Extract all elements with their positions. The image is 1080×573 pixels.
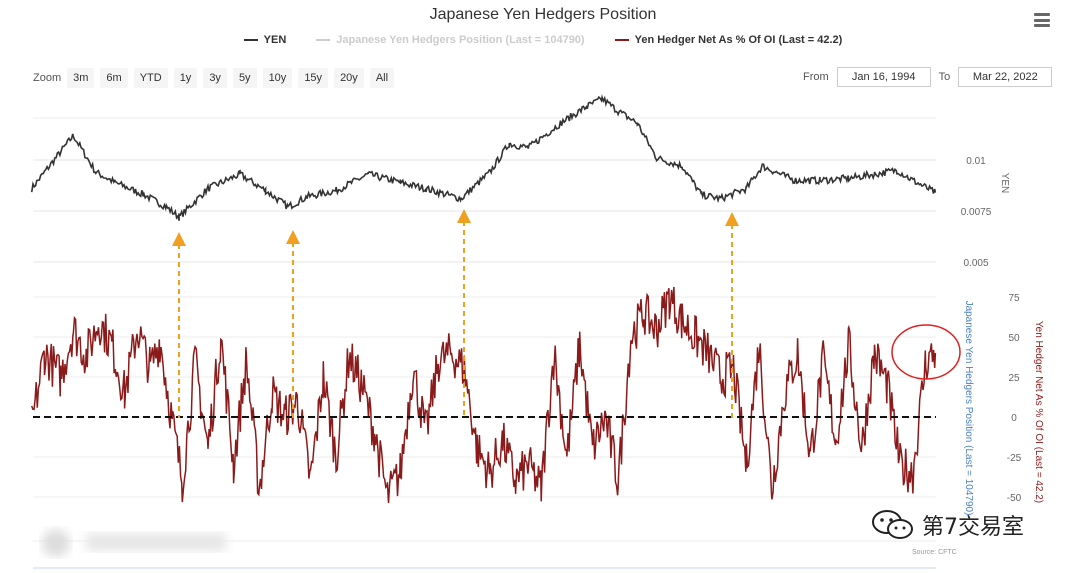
zoom-10y-button[interactable]: 10y xyxy=(262,68,293,88)
ytick-label-yen: 0.0075 xyxy=(961,207,992,218)
to-date-input[interactable]: Mar 22, 2022 xyxy=(958,67,1053,87)
legend-label-net-oi: Yen Hedger Net As % Of OI (Last = 42.2) xyxy=(634,34,843,46)
yen-series-line xyxy=(30,94,937,221)
zoom-all-button[interactable]: All xyxy=(369,68,395,88)
ytick-label-net-oi: -50 xyxy=(1007,493,1022,504)
legend-item-net-oi[interactable]: Yen Hedger Net As % Of OI (Last = 42.2) xyxy=(614,34,843,46)
zoom-5y-button[interactable]: 5y xyxy=(232,68,257,88)
ytick-label-net-oi: 50 xyxy=(1008,333,1020,344)
zoom-15y-button[interactable]: 15y xyxy=(298,68,329,88)
zoom-20y-button[interactable]: 20y xyxy=(334,68,364,88)
zoom-3m-button[interactable]: 3m xyxy=(67,68,95,88)
ytick-label-net-oi: 0 xyxy=(1011,413,1017,424)
date-range: From Jan 16, 1994 To Mar 22, 2022 xyxy=(803,67,1053,87)
watermark: 第7交易室 xyxy=(870,508,1024,542)
ytick-label-yen: 0.005 xyxy=(963,258,988,269)
annotation-arrowhead xyxy=(172,232,186,246)
legend-item-hedgers-position[interactable]: Japanese Yen Hedgers Position (Last = 10… xyxy=(316,34,585,46)
from-date-input[interactable]: Jan 16, 1994 xyxy=(836,67,931,87)
yaxis-title-yen: YEN xyxy=(999,173,1010,194)
annotation-arrowhead xyxy=(457,209,471,223)
ytick-label-net-oi: 75 xyxy=(1008,293,1020,304)
legend-label-hedgers-position: Japanese Yen Hedgers Position (Last = 10… xyxy=(336,34,585,46)
zoom-6m-button[interactable]: 6m xyxy=(100,68,128,88)
zoom-ytd-button[interactable]: YTD xyxy=(133,68,168,88)
to-label: To xyxy=(938,71,951,83)
annotation-arrowhead xyxy=(725,212,739,226)
blurred-logo xyxy=(42,529,226,557)
net-oi-series-line xyxy=(30,286,937,503)
zoom-bar: Zoom 3m 6m YTD 1y 3y 5y 10y 15y 20y All xyxy=(33,68,395,88)
legend-swatch-yen xyxy=(243,39,258,41)
legend: YEN Japanese Yen Hedgers Position (Last … xyxy=(0,34,1080,46)
highlight-circle xyxy=(891,324,961,380)
legend-swatch-net-oi xyxy=(614,39,629,41)
zoom-label: Zoom xyxy=(33,72,62,84)
ytick-label-yen: 0.01 xyxy=(966,156,986,167)
ytick-label-net-oi: -25 xyxy=(1007,453,1022,464)
legend-swatch-hedgers-position xyxy=(316,39,331,41)
ytick-label-net-oi: 25 xyxy=(1008,373,1020,384)
yaxis-title-net-oi: Yen Hedger Net As % Of OI (Last = 42.2) xyxy=(1033,321,1044,503)
zoom-3y-button[interactable]: 3y xyxy=(203,68,227,88)
wechat-icon xyxy=(872,510,913,539)
legend-item-yen[interactable]: YEN xyxy=(243,34,287,46)
watermark-text: 第7交易室 xyxy=(922,515,1024,540)
yaxis-title-hedgers-position: Japanese Yen Hedgers Position (Last = 10… xyxy=(963,301,974,516)
legend-label-yen: YEN xyxy=(263,34,287,46)
chart-title: Japanese Yen Hedgers Position xyxy=(429,6,657,23)
annotation-arrowhead xyxy=(286,230,300,244)
from-label: From xyxy=(803,71,829,83)
zoom-1y-button[interactable]: 1y xyxy=(173,68,198,88)
hamburger-menu-icon[interactable] xyxy=(1034,13,1050,27)
source-note: Source: CFTC xyxy=(912,549,957,556)
